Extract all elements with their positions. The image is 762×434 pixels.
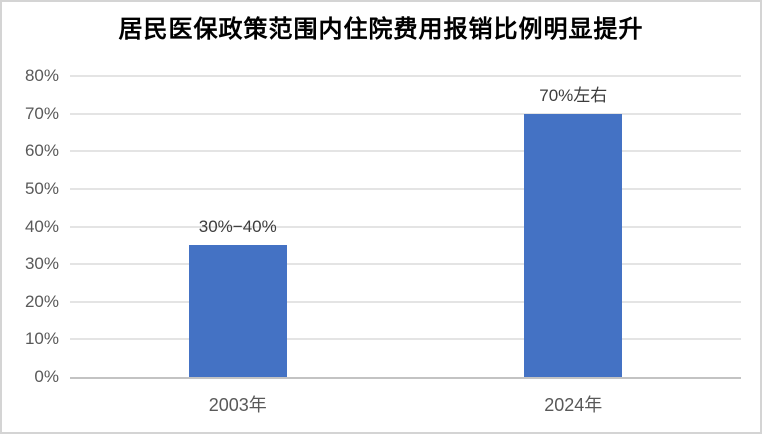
plot-area: 30%−40% 70%左右	[70, 75, 741, 379]
chart-title: 居民医保政策范围内住院费用报销比例明显提升	[118, 16, 644, 43]
gridline-20	[70, 300, 741, 303]
x-tick-label-2003年: 2003年	[208, 395, 267, 415]
gridline-40	[70, 225, 741, 228]
y-tick-label-80%: 80%	[24, 66, 59, 85]
y-tick-label-10%: 10%	[24, 329, 59, 349]
x-axis-labels: 2003年 2024年	[70, 391, 741, 415]
data-label-2024年: 70%左右	[539, 85, 608, 105]
bar-series: 30%−40% 70%左右	[70, 76, 741, 377]
y-tick-label-20%: 20%	[24, 291, 59, 311]
y-tick-label-0%: 0%	[34, 367, 59, 386]
gridline-80	[70, 75, 741, 77]
bar-2024年	[524, 113, 623, 377]
gridline-30	[70, 263, 741, 266]
bar-2003年	[188, 245, 287, 377]
gridline-10	[70, 338, 741, 341]
gridline-60	[70, 150, 741, 153]
gridline-50	[70, 187, 741, 190]
y-tick-label-30%: 30%	[24, 254, 59, 274]
y-axis-labels: 0% 10% 20% 30% 40% 50% 60% 70% 80%	[2, 66, 59, 386]
y-tick-label-40%: 40%	[24, 216, 59, 236]
data-label-2003年: 30%−40%	[198, 217, 277, 237]
y-tick-label-60%: 60%	[24, 141, 59, 161]
x-tick-label-2024年: 2024年	[544, 395, 603, 415]
y-tick-label-50%: 50%	[24, 178, 59, 198]
gridline-70	[70, 112, 741, 115]
y-tick-label-70%: 70%	[24, 103, 59, 123]
